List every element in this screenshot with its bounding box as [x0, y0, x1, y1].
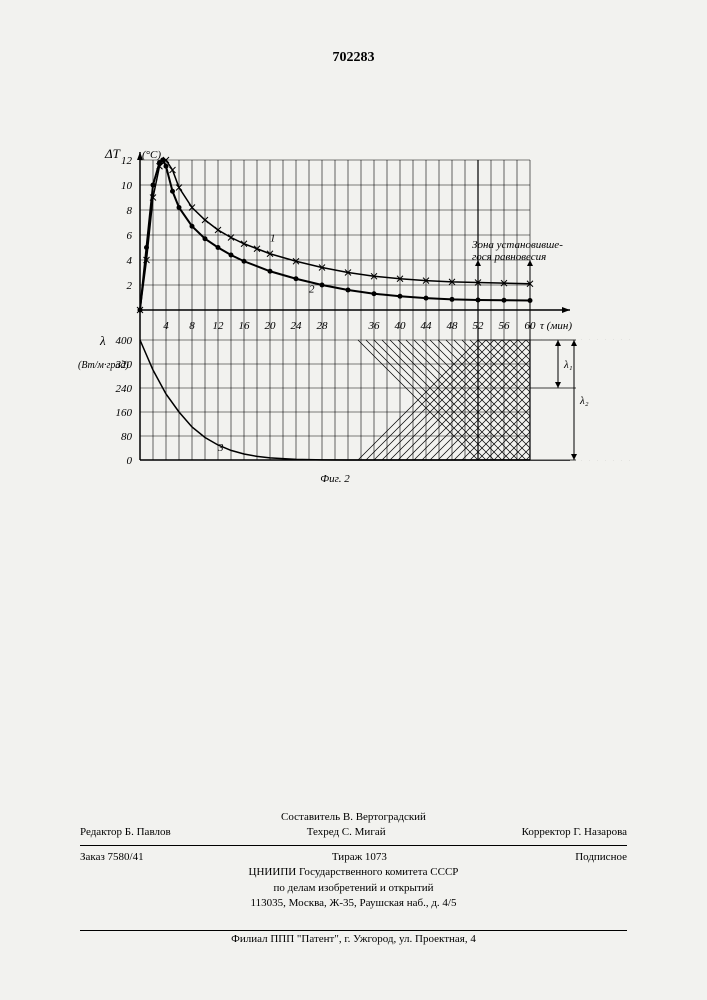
corrector: Корректор Г. Назарова — [522, 825, 627, 840]
svg-text:2: 2 — [309, 284, 315, 296]
svg-text:гося равновесия: гося равновесия — [472, 251, 546, 263]
svg-text:28: 28 — [317, 320, 329, 332]
tirazh: Тираж 1073 — [332, 850, 387, 865]
svg-text:12: 12 — [213, 320, 225, 332]
svg-text:4: 4 — [127, 255, 133, 267]
svg-text:16: 16 — [239, 320, 251, 332]
svg-text:2: 2 — [127, 280, 133, 292]
svg-text:0: 0 — [127, 455, 133, 467]
svg-text:8: 8 — [189, 320, 195, 332]
svg-text:48: 48 — [447, 320, 459, 332]
svg-text:Фиг. 2: Фиг. 2 — [320, 473, 350, 485]
subscription: Подписное — [575, 850, 627, 865]
svg-text:ΔT: ΔT — [104, 146, 121, 161]
techred: Техред С. Мигай — [307, 825, 386, 840]
svg-text:λ: λ — [99, 333, 106, 348]
svg-text:(°C): (°C) — [142, 149, 161, 161]
footer: Составитель В. Вертоградский Редактор Б.… — [80, 810, 627, 911]
svg-text:3: 3 — [217, 442, 224, 454]
svg-text:80: 80 — [121, 431, 133, 443]
editor: Редактор Б. Павлов — [80, 825, 171, 840]
svg-text:40: 40 — [395, 320, 407, 332]
branch: Филиал ППП "Патент", г. Ужгород, ул. Про… — [80, 930, 627, 945]
svg-text:(Вт/м·град): (Вт/м·град) — [78, 360, 129, 371]
svg-text:240: 240 — [116, 383, 133, 395]
svg-text:8: 8 — [127, 205, 133, 217]
address: 113035, Москва, Ж-35, Раушская наб., д. … — [80, 896, 627, 911]
svg-text:τ (мин): τ (мин) — [540, 320, 572, 332]
svg-text:6: 6 — [127, 230, 133, 242]
svg-text:λ₁: λ₁ — [563, 359, 573, 371]
order: Заказ 7580/41 — [80, 850, 144, 865]
org-line2: по делам изобретений и открытий — [80, 881, 627, 896]
svg-text:12: 12 — [121, 155, 133, 167]
svg-text:Зона установивше-: Зона установивше- — [472, 239, 563, 251]
svg-text:20: 20 — [265, 320, 277, 332]
page-number: 702283 — [333, 50, 375, 66]
chart-svg: 2468101208016024032040048121620242836404… — [70, 140, 630, 530]
svg-text:1: 1 — [270, 232, 276, 244]
org-line1: ЦНИИПИ Государственного комитета СССР — [80, 865, 627, 880]
chart: 2468101208016024032040048121620242836404… — [70, 140, 630, 530]
svg-text:36: 36 — [368, 320, 381, 332]
composer: Составитель В. Вертоградский — [80, 810, 627, 825]
svg-text:400: 400 — [116, 335, 133, 347]
svg-text:λ₂: λ₂ — [579, 395, 589, 407]
svg-text:160: 160 — [116, 407, 133, 419]
svg-text:10: 10 — [121, 180, 133, 192]
svg-text:52: 52 — [473, 320, 485, 332]
svg-text:24: 24 — [291, 320, 303, 332]
svg-text:60: 60 — [525, 320, 537, 332]
svg-text:56: 56 — [499, 320, 511, 332]
svg-text:4: 4 — [163, 320, 169, 332]
svg-text:44: 44 — [421, 320, 433, 332]
